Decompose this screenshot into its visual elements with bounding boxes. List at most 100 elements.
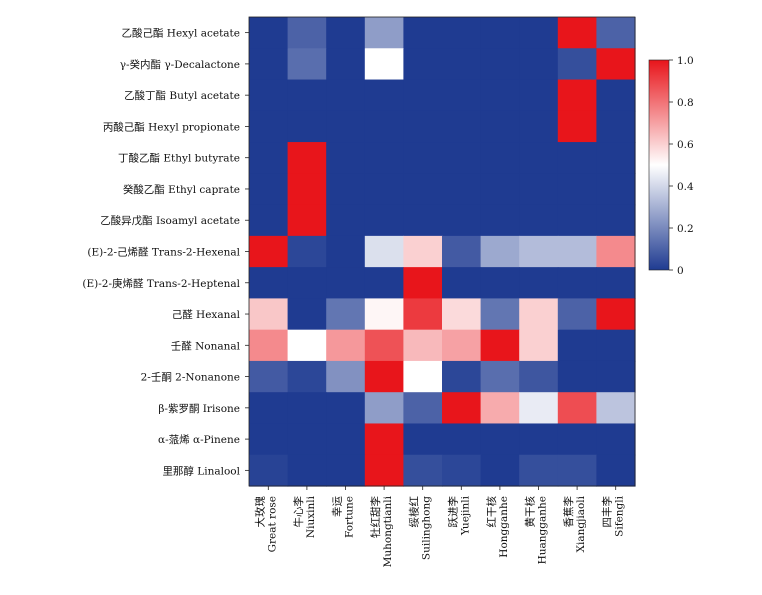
heatmap-cell — [519, 79, 559, 112]
heatmap-cell — [480, 173, 520, 206]
colorbar: 0 0.2 0.4 0.6 0.8 1.0 — [648, 55, 694, 277]
heatmap-cell — [326, 17, 366, 49]
heatmap-cell — [364, 79, 404, 112]
heatmap-cell — [596, 392, 636, 425]
heatmap-cell — [287, 173, 327, 206]
column-labels: 大玫瑰Great rose 牛心李Niuxinli 幸运Fortune 牡红甜李Muh… — [253, 486, 626, 567]
heatmap-cell — [364, 423, 404, 456]
heatmap-cell — [442, 329, 482, 362]
heatmap-cell — [364, 173, 404, 206]
heatmap-cell — [480, 235, 520, 268]
colorbar-tick-label: 0 — [677, 265, 684, 277]
heatmap-cell — [557, 454, 597, 487]
heatmap-cell — [480, 142, 520, 174]
heatmap-cell — [519, 298, 559, 331]
heatmap-cell — [249, 454, 289, 487]
heatmap-cell — [596, 110, 636, 143]
heatmap-cell — [287, 235, 327, 268]
heatmap-cell — [442, 110, 482, 143]
colorbar-tick-label: 1.0 — [677, 55, 694, 67]
heatmap-cell — [287, 204, 327, 237]
heatmap-cell — [480, 298, 520, 331]
heatmap-cell — [442, 454, 482, 487]
heatmap-cell — [249, 423, 289, 456]
heatmap-cell — [519, 392, 559, 425]
row-label: 乙酸己酯 Hexyl acetate — [121, 27, 240, 40]
heatmap-cell — [326, 204, 366, 237]
heatmap-cell — [596, 48, 636, 81]
column-label: 香蕉李Xiangjiaoli — [562, 495, 587, 552]
heatmap-cell — [249, 48, 289, 81]
heatmap-cell — [480, 454, 520, 487]
heatmap-cell — [287, 79, 327, 112]
heatmap-cell — [403, 79, 443, 112]
heatmap-cell — [596, 173, 636, 206]
heatmap-cell — [287, 17, 327, 49]
heatmap-cell — [326, 392, 366, 425]
heatmap-cell — [249, 173, 289, 206]
heatmap-cell — [326, 454, 366, 487]
heatmap-cell — [596, 17, 636, 49]
column-label: 绥棱红Suilinghong — [408, 496, 433, 561]
heatmap-cell — [326, 48, 366, 81]
heatmap-cell — [596, 267, 636, 299]
heatmap-cell — [596, 142, 636, 174]
heatmap-cell — [519, 204, 559, 237]
colorbar-tick-label: 0.2 — [677, 223, 694, 235]
heatmap-cell — [249, 79, 289, 112]
heatmap-cell — [519, 329, 559, 362]
heatmap-cell — [364, 329, 404, 362]
column-label: 黄干核Huangganhe — [524, 496, 549, 565]
heatmap-cell — [287, 298, 327, 331]
heatmap-cell — [442, 17, 482, 49]
heatmap-cell — [364, 204, 404, 237]
heatmap-cell — [403, 329, 443, 362]
heatmap-cell — [557, 235, 597, 268]
heatmap-cell — [480, 267, 520, 299]
heatmap-cell — [596, 329, 636, 362]
heatmap-cell — [364, 235, 404, 268]
heatmap-cell — [480, 204, 520, 237]
heatmap-cell — [557, 110, 597, 143]
colorbar-gradient — [648, 59, 670, 271]
column-label: 牡红甜李Muhongtianli — [369, 495, 394, 567]
heatmap-cell — [403, 423, 443, 456]
heatmap-cell — [364, 17, 404, 49]
heatmap-cell — [403, 17, 443, 49]
heatmap-cell — [442, 360, 482, 393]
heatmap-cell — [403, 298, 443, 331]
heatmap-cell — [364, 267, 404, 299]
heatmap-cell — [403, 142, 443, 174]
heatmap-cell — [596, 423, 636, 456]
heatmap-cell — [249, 142, 289, 174]
heatmap-cell — [557, 142, 597, 174]
heatmap-cell — [403, 392, 443, 425]
heatmap-cell — [326, 298, 366, 331]
heatmap-cell — [364, 298, 404, 331]
heatmap-cell — [403, 204, 443, 237]
heatmap-cell — [287, 423, 327, 456]
heatmap-cells — [248, 16, 636, 487]
heatmap-cell — [557, 48, 597, 81]
colorbar-tick-label: 0.8 — [677, 97, 694, 109]
heatmap-cell — [442, 79, 482, 112]
heatmap-cell — [403, 48, 443, 81]
heatmap-cell — [480, 329, 520, 362]
row-labels: 乙酸己酯 Hexyl acetate γ-癸内酯 γ-Decalactone 乙酸丁… — [82, 27, 249, 477]
heatmap-cell — [480, 392, 520, 425]
heatmap-cell — [519, 110, 559, 143]
heatmap-cell — [519, 267, 559, 299]
heatmap-cell — [596, 360, 636, 393]
column-label: 牛心李Niuxinli — [292, 495, 317, 538]
heatmap-cell — [287, 48, 327, 81]
row-label: 乙酸异戊酯 Isoamyl acetate — [100, 214, 240, 227]
heatmap-cell — [557, 79, 597, 112]
heatmap-cell — [519, 142, 559, 174]
heatmap-cell — [326, 142, 366, 174]
heatmap-cell — [480, 48, 520, 81]
heatmap-cell — [326, 110, 366, 143]
heatmap-cell — [557, 17, 597, 49]
heatmap-cell — [326, 173, 366, 206]
column-label: 四丰李Sifengli — [601, 495, 626, 536]
